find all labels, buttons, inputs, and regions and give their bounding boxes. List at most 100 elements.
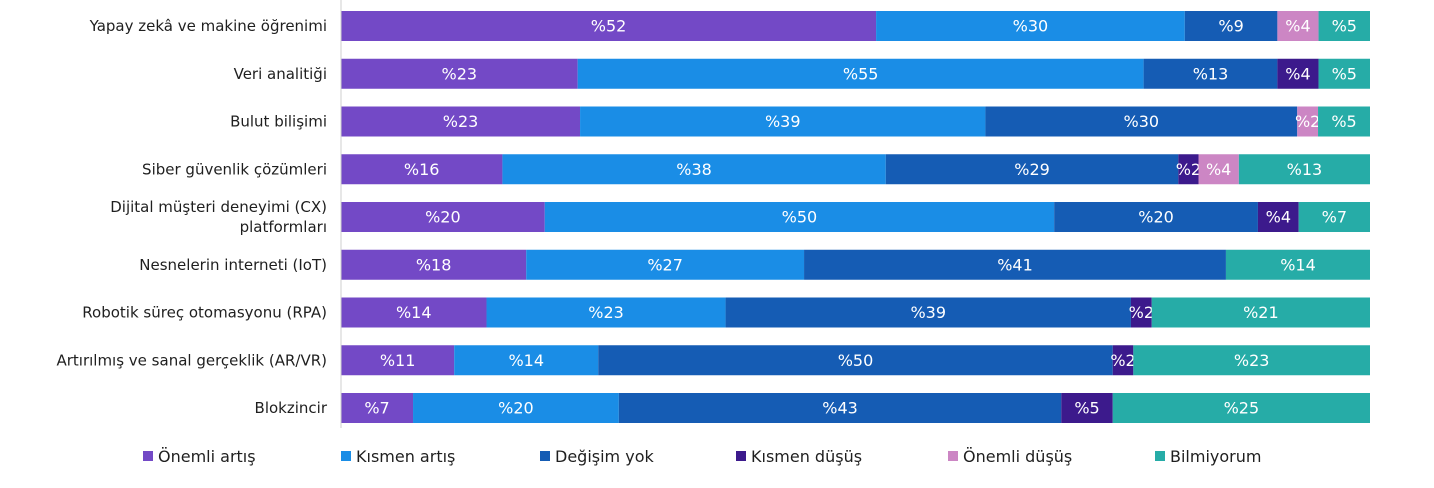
category-label: Veri analitiği	[234, 65, 327, 83]
bar-segment	[1178, 154, 1199, 185]
bar-segment	[885, 154, 1179, 185]
category-label: Bulut bilişimi	[230, 113, 327, 131]
data-label: %27	[647, 255, 683, 274]
data-label: %39	[910, 303, 946, 322]
data-label: %30	[1013, 17, 1049, 36]
bar-segment	[804, 249, 1226, 280]
data-label: %16	[404, 160, 440, 179]
bar-segment	[341, 11, 877, 41]
data-label: %2	[1176, 160, 1201, 179]
bar-segment	[1198, 154, 1239, 185]
category-label: Artırılmış ve sanal gerçeklik (AR/VR)	[56, 351, 327, 369]
data-label: %20	[425, 208, 461, 227]
category-label: Siber güvenlik çözümleri	[142, 160, 327, 178]
bar-segment	[341, 202, 545, 232]
bar-segment	[985, 106, 1298, 137]
data-label: %4	[1285, 17, 1310, 36]
bar-segment	[598, 345, 1113, 376]
data-label: %7	[1322, 208, 1347, 227]
bar-segment	[1298, 202, 1370, 232]
data-label: %2	[1295, 112, 1320, 131]
legend-swatch	[540, 451, 550, 461]
category-label: Nesnelerin interneti (IoT)	[139, 256, 327, 274]
data-label: %2	[1129, 303, 1154, 322]
category-label: Dijital müşteri deneyimi (CX)	[110, 198, 327, 216]
legend-swatch	[341, 451, 351, 461]
bar-segment	[876, 11, 1185, 41]
legend-item: Kısmen düşüş	[736, 444, 862, 468]
bar-segment	[1061, 393, 1113, 423]
data-label: %43	[822, 399, 858, 418]
bar-segment	[1112, 393, 1370, 423]
category-label: platformları	[240, 218, 327, 236]
legend-label: Kısmen düşüş	[751, 446, 863, 466]
data-label: %50	[782, 208, 818, 227]
legend-item: Önemli düşüş	[948, 444, 1072, 468]
data-label: %4	[1206, 160, 1231, 179]
labels-layer: Yapay zekâ ve makine öğrenimi Veri analit…	[56, 17, 327, 417]
data-label: %13	[1287, 160, 1323, 179]
legend-swatch	[736, 451, 746, 461]
data-label: %50	[838, 351, 874, 370]
bar-segment	[413, 393, 619, 423]
legend-item: Önemli artış	[143, 444, 256, 468]
bar-segment	[486, 297, 726, 328]
category-label: Blokzincir	[255, 399, 328, 417]
bar-segment	[1277, 58, 1319, 89]
bar-segment	[1151, 297, 1370, 328]
data-label: %23	[443, 112, 479, 131]
data-label: %9	[1218, 17, 1243, 36]
category-label: Yapay zekâ ve makine öğrenimi	[89, 17, 327, 35]
data-label: %5	[1331, 112, 1356, 131]
data-label: %4	[1285, 64, 1310, 83]
bar-segment	[544, 202, 1055, 232]
data-label: %52	[591, 17, 627, 36]
legend-swatch	[143, 451, 153, 461]
bar-segment	[1318, 106, 1370, 137]
bar-segment	[341, 154, 503, 185]
chart-legend: Önemli artış Kısmen artış Değişim yok Kı…	[0, 444, 1434, 468]
data-label: %38	[676, 160, 712, 179]
data-label: %2	[1110, 351, 1135, 370]
bars-layer: %52 %30 %9 %4 %5 %23 %55 %13 %4 %5 %23 %39 %30 %2 %5 %1…	[341, 11, 1370, 423]
data-label: %41	[997, 255, 1033, 274]
bar-segment	[1257, 202, 1299, 232]
data-label: %14	[508, 351, 544, 370]
data-label: %18	[416, 255, 452, 274]
bar-segment	[341, 249, 527, 280]
data-label: %30	[1124, 112, 1160, 131]
data-label: %4	[1266, 208, 1291, 227]
data-label: %25	[1224, 399, 1260, 418]
bar-segment	[725, 297, 1131, 328]
bar-segment	[1143, 58, 1278, 89]
bar-segment	[1318, 58, 1370, 89]
data-label: %5	[1332, 64, 1357, 83]
data-label: %7	[364, 399, 389, 418]
legend-label: Önemli artış	[158, 446, 256, 466]
bar-segment	[341, 58, 578, 89]
data-label: %23	[1234, 351, 1270, 370]
bar-segment	[1133, 345, 1370, 376]
bar-segment	[577, 58, 1144, 89]
data-label: %55	[843, 64, 879, 83]
bar-segment	[1112, 345, 1134, 376]
category-label: Robotik süreç otomasyonu (RPA)	[82, 304, 327, 322]
legend-item: Bilmiyorum	[1155, 444, 1261, 468]
bar-segment	[502, 154, 886, 185]
data-label: %11	[380, 351, 416, 370]
data-label: %14	[396, 303, 432, 322]
bar-segment	[1318, 11, 1370, 41]
bar-segment	[1184, 11, 1278, 41]
legend-label: Bilmiyorum	[1170, 446, 1262, 466]
data-label: %5	[1074, 399, 1099, 418]
bar-segment	[526, 249, 805, 280]
legend-item: Değişim yok	[540, 444, 654, 468]
bar-segment	[1225, 249, 1370, 280]
bar-segment	[1130, 297, 1152, 328]
stacked-bar-chart: %52 %30 %9 %4 %5 %23 %55 %13 %4 %5 %23 %39 %30 %2 %5 %1…	[56, 0, 1370, 428]
data-label: %20	[1138, 208, 1174, 227]
bar-segment	[1238, 154, 1370, 185]
bar-segment	[341, 345, 455, 376]
data-label: %13	[1193, 64, 1229, 83]
legend-swatch	[1155, 451, 1165, 461]
